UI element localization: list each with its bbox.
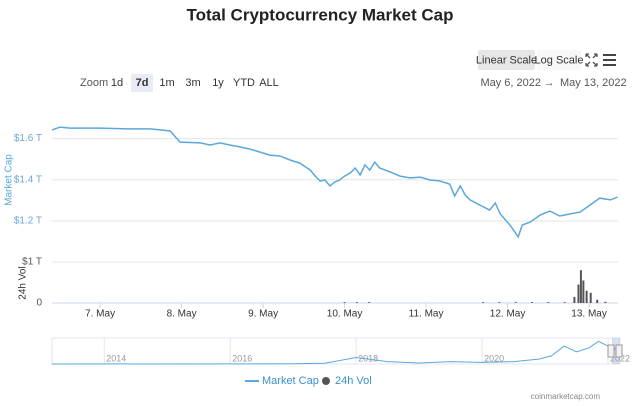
y-tick-label: 0 xyxy=(36,298,42,309)
menu-icon[interactable] xyxy=(603,54,616,66)
volume-bar xyxy=(547,302,550,303)
zoom-button[interactable]: 3m xyxy=(185,77,200,89)
volume-bar xyxy=(585,290,588,303)
navigator-frame xyxy=(51,337,621,365)
zoom-button[interactable]: 1d xyxy=(111,77,123,89)
legend-swatch xyxy=(322,377,330,385)
zoom-button[interactable]: 1y xyxy=(212,77,224,89)
zoom-button[interactable]: ALL xyxy=(259,77,279,89)
navigator-handle[interactable] xyxy=(615,344,623,358)
volume-bar xyxy=(514,302,517,303)
volume-bar xyxy=(589,292,592,303)
volume-bar xyxy=(604,301,607,303)
credit: coinmarketcap.com xyxy=(531,392,601,401)
x-tick-label: 11. May xyxy=(409,309,444,320)
volume-bar xyxy=(563,302,566,303)
navigator-handle[interactable] xyxy=(607,344,615,358)
range-from[interactable]: May 6, 2022 xyxy=(480,77,541,89)
y-tick-label: $1.2 T xyxy=(14,216,42,227)
x-tick-label: 10. May xyxy=(327,309,363,320)
scale-button-label[interactable]: Linear Scale xyxy=(476,54,537,66)
legend-label[interactable]: Market Cap xyxy=(262,375,319,387)
x-tick-label: 13. May xyxy=(571,309,607,320)
x-tick-label: 12. May xyxy=(490,309,526,320)
zoom-button-selected[interactable] xyxy=(131,74,153,92)
volume-bar xyxy=(482,302,485,303)
range-separator: → xyxy=(544,77,555,89)
zoom-label: Zoom xyxy=(80,77,108,89)
volume-bar xyxy=(577,284,580,303)
scale-button-label[interactable]: Log Scale xyxy=(535,54,584,66)
y-axis-title: Market Cap xyxy=(4,154,15,206)
zoom-button[interactable]: 7d xyxy=(136,77,149,89)
navigator-tick-label: 2018 xyxy=(358,353,378,363)
y-tick-label: $1 T xyxy=(22,257,42,268)
scale-button[interactable] xyxy=(537,50,581,70)
y-axis-title: 24h Vol xyxy=(18,266,29,299)
zoom-button[interactable]: YTD xyxy=(233,77,255,89)
series-line xyxy=(51,126,618,239)
volume-bar xyxy=(368,302,371,303)
volume-bar xyxy=(355,302,358,303)
navigator-tick-label: 2022 xyxy=(610,353,630,363)
volume-bar xyxy=(498,302,501,303)
legend-label[interactable]: 24h Vol xyxy=(335,375,372,387)
volume-bar xyxy=(573,296,576,303)
fullscreen-icon[interactable] xyxy=(585,53,598,67)
navigator-tick-label: 2014 xyxy=(106,353,126,363)
navigator-tick-label: 2016 xyxy=(232,353,252,363)
y-tick-label: $1.6 T xyxy=(14,133,42,144)
volume-bar xyxy=(343,302,346,303)
volume-bar xyxy=(596,299,599,303)
x-tick-label: 9. May xyxy=(248,309,278,320)
x-tick-label: 7. May xyxy=(85,309,115,320)
series-line xyxy=(51,340,621,365)
volume-bar xyxy=(579,270,582,303)
volume-bar xyxy=(531,302,534,303)
y-tick-label: $1.4 T xyxy=(14,174,42,185)
x-tick-label: 8. May xyxy=(167,309,197,320)
chart-title: Total Cryptocurrency Market Cap xyxy=(186,5,453,24)
scale-button[interactable] xyxy=(478,50,535,70)
volume-bar xyxy=(582,280,585,303)
zoom-button[interactable]: 1m xyxy=(159,77,174,89)
navigator-tick-label: 2020 xyxy=(484,353,504,363)
range-to[interactable]: May 13, 2022 xyxy=(560,77,627,89)
